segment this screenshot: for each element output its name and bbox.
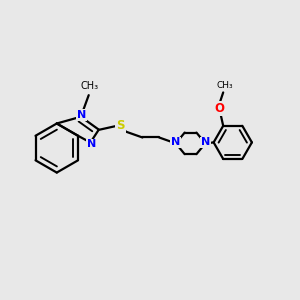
Text: N: N (201, 137, 210, 147)
Text: N: N (77, 110, 86, 120)
Text: CH₃: CH₃ (81, 81, 99, 91)
Text: O: O (214, 102, 224, 115)
Text: N: N (87, 140, 96, 149)
Text: S: S (116, 119, 124, 132)
Text: N: N (171, 137, 180, 147)
Text: CH₃: CH₃ (217, 82, 233, 91)
